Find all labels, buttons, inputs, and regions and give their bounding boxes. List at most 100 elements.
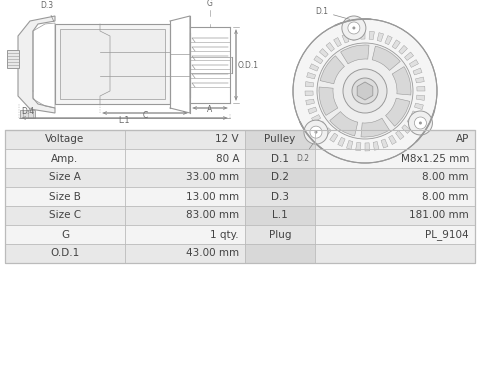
Circle shape (408, 111, 432, 135)
Circle shape (317, 43, 413, 139)
Text: D.4: D.4 (22, 107, 35, 116)
Circle shape (314, 130, 317, 133)
Text: D.1: D.1 (315, 7, 350, 19)
Polygon shape (310, 64, 319, 71)
Text: 80 A: 80 A (216, 153, 239, 164)
Polygon shape (319, 49, 328, 57)
Bar (5, 206, 475, 225)
Polygon shape (411, 111, 420, 118)
Text: 181.00 mm: 181.00 mm (409, 211, 469, 220)
Bar (5, 244, 475, 263)
Circle shape (310, 126, 322, 138)
Polygon shape (356, 143, 361, 151)
Polygon shape (417, 86, 425, 91)
Text: 1 qty.: 1 qty. (210, 229, 239, 240)
Text: 8.00 mm: 8.00 mm (422, 173, 469, 182)
Polygon shape (316, 121, 325, 130)
Bar (5, 130, 475, 149)
Text: O.D.1: O.D.1 (50, 249, 80, 259)
Text: 13.00 mm: 13.00 mm (186, 191, 239, 202)
Polygon shape (323, 128, 331, 136)
Polygon shape (351, 32, 357, 41)
Circle shape (414, 117, 426, 129)
Polygon shape (307, 73, 315, 79)
Wedge shape (330, 112, 358, 136)
Text: 12 V: 12 V (216, 135, 239, 144)
Polygon shape (360, 31, 365, 39)
Bar (5, 225, 475, 244)
Text: 33.00 mm: 33.00 mm (186, 173, 239, 182)
Polygon shape (369, 31, 374, 39)
Circle shape (343, 69, 387, 113)
Polygon shape (365, 143, 370, 151)
Bar (5, 168, 475, 187)
Polygon shape (373, 141, 379, 150)
Polygon shape (312, 115, 321, 122)
Wedge shape (361, 118, 389, 137)
Polygon shape (306, 99, 314, 105)
Polygon shape (399, 45, 408, 54)
Polygon shape (392, 40, 400, 49)
Circle shape (352, 26, 355, 29)
Polygon shape (308, 107, 317, 114)
Polygon shape (305, 91, 313, 96)
Text: M8x1.25 mm: M8x1.25 mm (401, 153, 469, 164)
Text: O.D.1: O.D.1 (238, 61, 259, 70)
Polygon shape (381, 139, 388, 148)
Text: A: A (207, 105, 213, 114)
Bar (5, 149, 475, 168)
Text: Voltage: Voltage (46, 135, 84, 144)
Text: Size B: Size B (49, 191, 81, 202)
Bar (7, 50, 19, 68)
Text: Size C: Size C (49, 211, 81, 220)
Polygon shape (407, 118, 416, 126)
Wedge shape (385, 98, 410, 126)
Polygon shape (305, 82, 313, 87)
Polygon shape (326, 42, 335, 52)
Circle shape (419, 121, 422, 124)
Polygon shape (414, 103, 423, 109)
Text: D.3: D.3 (40, 1, 54, 21)
Wedge shape (372, 46, 400, 70)
Wedge shape (320, 56, 345, 84)
Text: L.1: L.1 (118, 116, 130, 125)
Polygon shape (416, 95, 425, 100)
Text: Amp.: Amp. (51, 153, 79, 164)
Polygon shape (389, 135, 396, 144)
Circle shape (304, 120, 328, 144)
Text: D.3: D.3 (271, 191, 289, 202)
Text: G: G (61, 229, 69, 240)
Text: C: C (143, 111, 148, 120)
Circle shape (342, 16, 366, 40)
Wedge shape (341, 45, 369, 64)
Wedge shape (319, 87, 338, 115)
Text: L.1: L.1 (272, 211, 288, 220)
Text: 83.00 mm: 83.00 mm (186, 211, 239, 220)
Bar (245, 244, 315, 263)
Bar (5, 130, 475, 263)
Polygon shape (405, 52, 414, 61)
Text: Size A: Size A (49, 173, 81, 182)
Polygon shape (314, 56, 323, 64)
Polygon shape (334, 38, 341, 47)
Bar (245, 187, 315, 206)
Text: AP: AP (456, 135, 469, 144)
Polygon shape (416, 77, 424, 83)
Polygon shape (385, 36, 392, 45)
Bar (60, 29, 165, 99)
Polygon shape (330, 133, 338, 142)
Bar (245, 206, 315, 225)
Text: D.2: D.2 (296, 144, 313, 163)
Polygon shape (409, 60, 419, 67)
Text: D.1: D.1 (271, 153, 289, 164)
Polygon shape (18, 16, 55, 113)
Polygon shape (342, 34, 349, 43)
Text: 43.00 mm: 43.00 mm (186, 249, 239, 259)
Polygon shape (377, 33, 384, 41)
Bar (55, 24, 170, 104)
Polygon shape (347, 141, 353, 149)
Polygon shape (413, 68, 422, 75)
Text: D.2: D.2 (271, 173, 289, 182)
Circle shape (293, 19, 437, 163)
Wedge shape (392, 67, 411, 95)
